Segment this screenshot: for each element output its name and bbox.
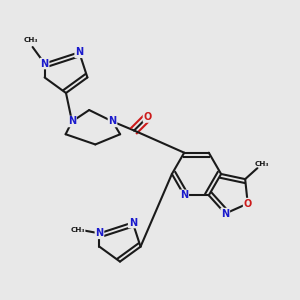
Text: CH₃: CH₃ (70, 227, 85, 233)
Text: O: O (143, 112, 152, 122)
Text: CH₃: CH₃ (255, 161, 270, 167)
Text: N: N (68, 116, 76, 127)
Text: N: N (180, 190, 188, 200)
Text: N: N (95, 228, 104, 238)
Text: N: N (108, 116, 117, 127)
Text: O: O (244, 199, 252, 208)
Text: N: N (221, 208, 229, 219)
Text: N: N (40, 58, 49, 68)
Text: CH₃: CH₃ (24, 38, 38, 44)
Text: N: N (75, 47, 83, 57)
Text: N: N (129, 218, 137, 227)
